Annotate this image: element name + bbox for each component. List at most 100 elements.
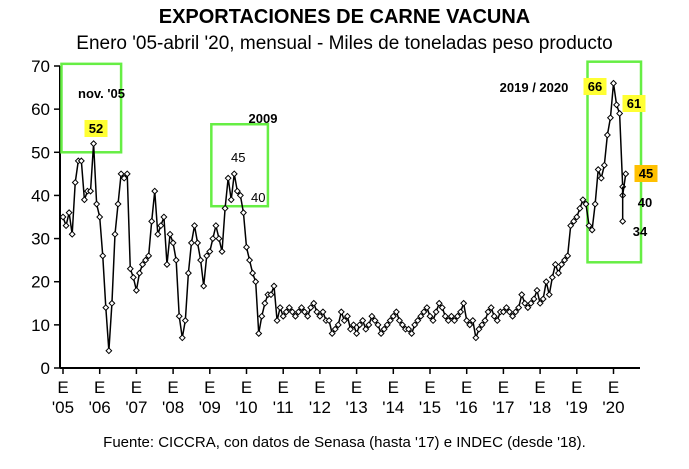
series-main-point — [426, 312, 434, 320]
x-tick-label-year: '10 — [235, 398, 257, 417]
series-main-point — [307, 304, 315, 312]
series-main-point — [239, 209, 247, 217]
series-main-point — [374, 321, 382, 329]
series-main-point — [230, 170, 238, 178]
annotation-label: 2009 — [249, 111, 278, 126]
series-main-point — [450, 317, 458, 325]
series-main-point — [313, 308, 321, 316]
series-main-point — [380, 325, 388, 333]
series-main-point — [579, 196, 587, 204]
series-main-point — [129, 273, 137, 281]
x-tick-label-month: E — [167, 378, 178, 397]
series-main-point — [246, 256, 254, 264]
annotation-label: 45 — [639, 166, 653, 181]
x-tick-label-year: '09 — [199, 398, 221, 417]
series-main-point — [215, 235, 223, 243]
series-main-point — [62, 222, 70, 230]
series-main-point — [255, 329, 263, 337]
series-main-point — [117, 170, 125, 178]
series-main-point — [200, 282, 208, 290]
series-main-point — [603, 131, 611, 139]
series-main-point — [328, 329, 336, 337]
series-main-point — [160, 213, 168, 221]
series-main-point — [398, 321, 406, 329]
y-tick-label: 20 — [31, 273, 50, 292]
series-main-point — [258, 312, 266, 320]
y-tick-label: 50 — [31, 143, 50, 162]
series-main-point — [530, 295, 538, 303]
annotation-label: 66 — [588, 79, 602, 94]
series-main-point — [285, 304, 293, 312]
series-main-point — [359, 317, 367, 325]
series-main-point — [114, 200, 122, 208]
series-main-point — [417, 312, 425, 320]
series-main-point — [597, 174, 605, 182]
series-main-point — [481, 317, 489, 325]
x-tick-label-month: E — [351, 378, 362, 397]
series-main-point — [96, 213, 104, 221]
series-main-point — [139, 260, 147, 268]
series-main-point — [356, 321, 364, 329]
series-main-point — [316, 312, 324, 320]
series-main-point — [151, 187, 159, 195]
series-main-point — [509, 312, 517, 320]
series-main-point — [227, 196, 235, 204]
series-main-point — [371, 317, 379, 325]
series-main-point — [68, 230, 76, 238]
series-main-point — [154, 230, 162, 238]
series-main-point — [105, 347, 113, 355]
x-tick-label-year: '15 — [419, 398, 441, 417]
series-main-point — [325, 317, 333, 325]
series-main-point — [524, 304, 532, 312]
box-nov-05 — [60, 62, 123, 154]
series-main-point — [457, 308, 465, 316]
x-tick-label-year: '20 — [602, 398, 624, 417]
series-main-point — [499, 308, 507, 316]
series-main-point — [273, 317, 281, 325]
series-main-point — [432, 308, 440, 316]
series-main-point — [187, 239, 195, 247]
series-main-point — [466, 321, 474, 329]
series-main-point — [59, 213, 67, 221]
series-main-point — [435, 299, 443, 307]
y-tick-label: 70 — [31, 57, 50, 76]
x-tick-label-month: E — [498, 378, 509, 397]
series-main-point — [197, 256, 205, 264]
x-tick-label-month: E — [131, 378, 142, 397]
series-main-point — [545, 291, 553, 299]
annotation-label: 40 — [251, 190, 265, 205]
series-main-point — [132, 286, 140, 294]
series-main-point — [346, 325, 354, 333]
series-main-point — [135, 269, 143, 277]
series-main-point — [123, 170, 131, 178]
series-main-point — [585, 222, 593, 230]
series-main-point — [301, 308, 309, 316]
series-main-point — [142, 256, 150, 264]
x-tick-label-year: '16 — [456, 398, 478, 417]
series-main-point — [337, 308, 345, 316]
series-main-point — [111, 230, 119, 238]
x-tick-label-year: '17 — [492, 398, 514, 417]
x-tick-label-month: E — [461, 378, 472, 397]
series-main-point — [261, 299, 269, 307]
series-main-point — [441, 312, 449, 320]
series-main-point — [484, 308, 492, 316]
series-main-point — [512, 308, 520, 316]
annotation-label: 45 — [231, 150, 245, 165]
y-tick-label: 0 — [41, 359, 50, 378]
y-tick-label: 10 — [31, 316, 50, 335]
series-main-point — [99, 252, 107, 260]
box-2009 — [210, 122, 270, 208]
series-main-point — [414, 317, 422, 325]
series-main-point — [221, 204, 229, 212]
series-main-point — [267, 291, 275, 299]
y-axis: 0 10 20 30 40 50 60 70 — [31, 57, 61, 378]
x-tick-label-year: '19 — [566, 398, 588, 417]
series-main-point — [224, 174, 232, 182]
series-main-point — [148, 217, 156, 225]
x-tick-label-month: E — [241, 378, 252, 397]
series-main-point — [279, 312, 287, 320]
series-main-point — [444, 317, 452, 325]
series-main-point — [405, 325, 413, 333]
x-tick-label-month: E — [608, 378, 619, 397]
